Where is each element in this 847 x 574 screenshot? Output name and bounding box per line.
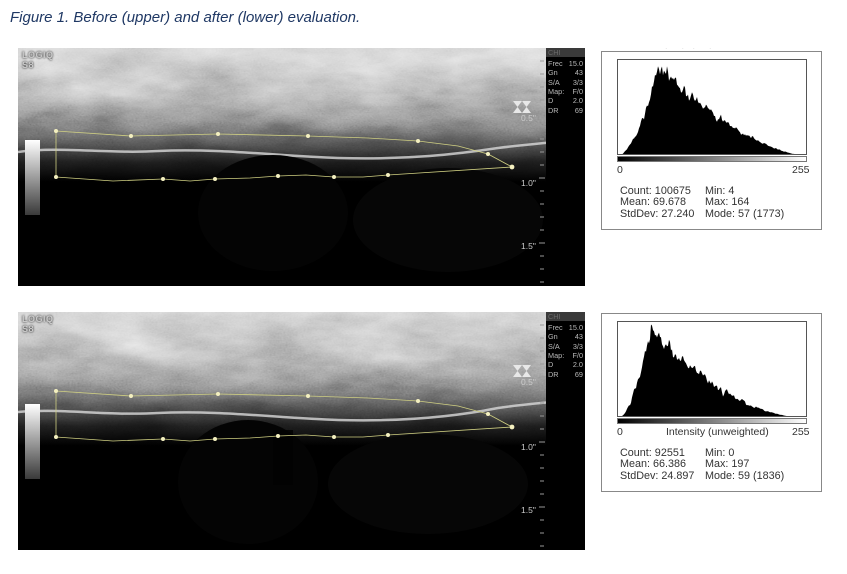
svg-text:0.5": 0.5" xyxy=(521,377,536,387)
svg-text:1.5": 1.5" xyxy=(521,505,536,515)
svg-text:0.5": 0.5" xyxy=(521,113,536,123)
svg-text:1.5": 1.5" xyxy=(521,241,536,251)
svg-text:1.0": 1.0" xyxy=(521,442,536,452)
svg-text:1.0": 1.0" xyxy=(521,178,536,188)
